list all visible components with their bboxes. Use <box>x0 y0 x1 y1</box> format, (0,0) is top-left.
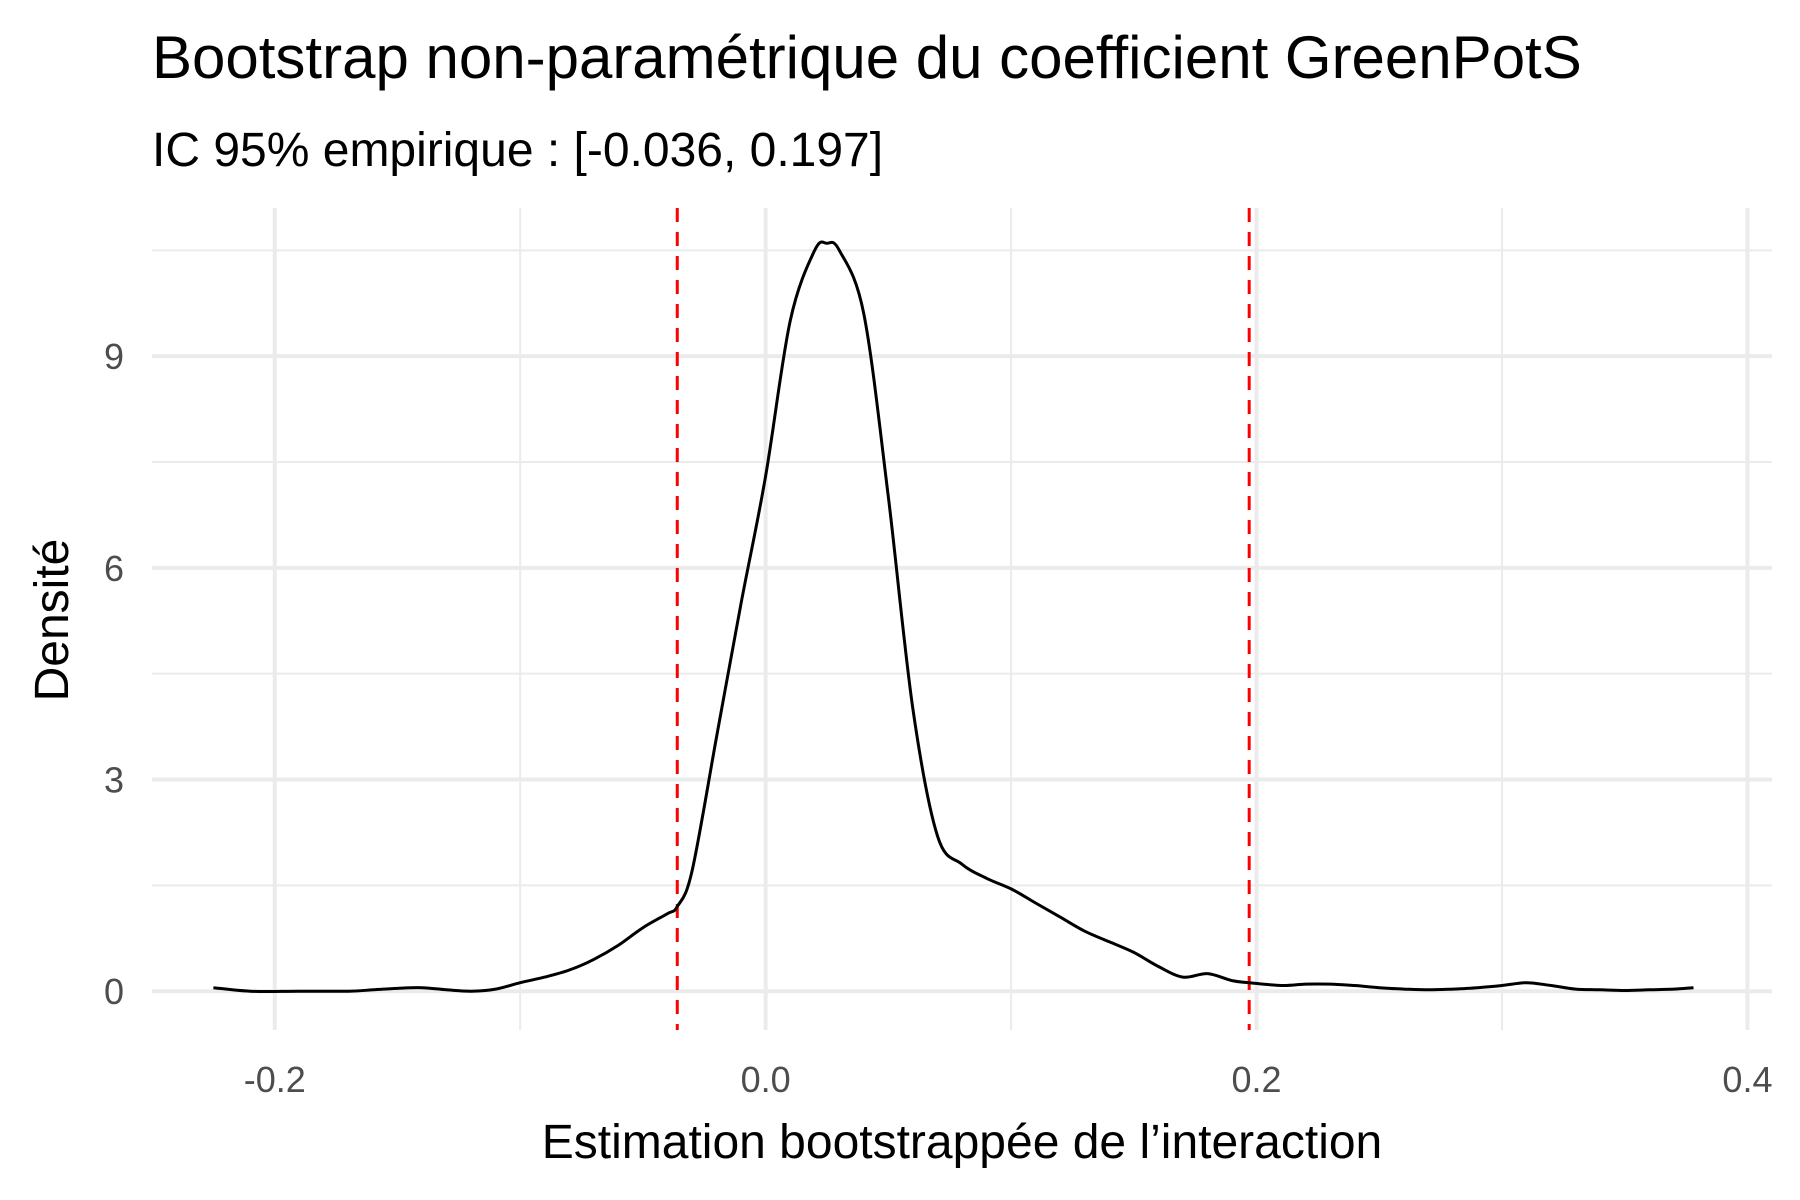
x-tick-label: 0.0 <box>741 1059 791 1100</box>
x-axis-title: Estimation bootstrappée de l’interaction <box>542 1116 1383 1169</box>
density-curve <box>213 240 1694 993</box>
x-tick-label: 0.2 <box>1232 1059 1282 1100</box>
y-axis-tick-labels: 0 3 6 9 <box>104 336 124 1012</box>
y-tick-label: 6 <box>104 548 124 589</box>
x-axis-tick-labels: -0.2 0.0 0.2 0.4 <box>244 1059 1773 1100</box>
y-tick-label: 3 <box>104 760 124 801</box>
plot-area <box>152 208 1772 1030</box>
ci-reference-lines <box>675 208 1251 1030</box>
chart-title: Bootstrap non-paramétrique du coefficien… <box>152 24 1582 91</box>
chart-subtitle: IC 95% empirique : [-0.036, 0.197] <box>152 124 883 177</box>
gridlines <box>152 208 1772 1030</box>
y-tick-label: 9 <box>104 336 124 377</box>
y-tick-label: 0 <box>104 971 124 1012</box>
x-tick-label: 0.4 <box>1722 1059 1772 1100</box>
y-axis-title: Densité <box>26 539 79 702</box>
x-tick-label: -0.2 <box>244 1059 306 1100</box>
